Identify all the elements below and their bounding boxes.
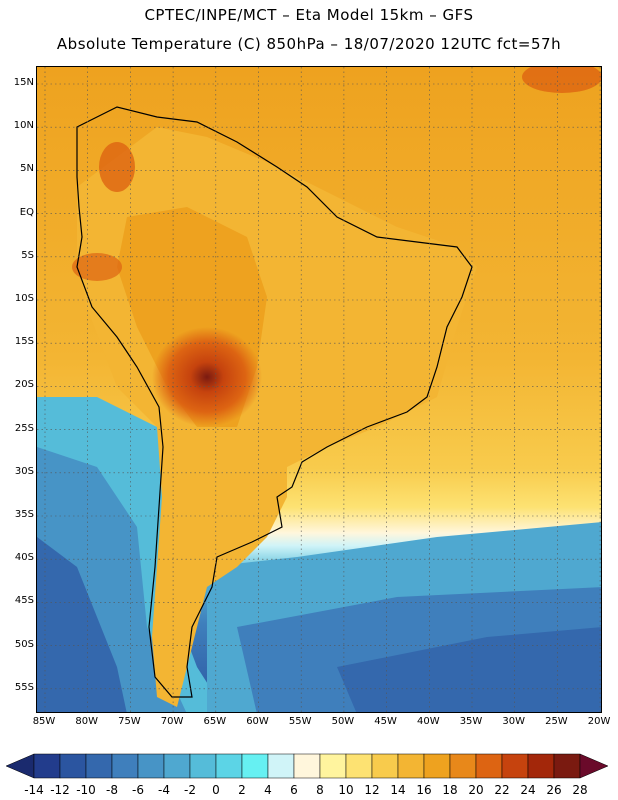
colorbar-label: 10 (338, 783, 354, 797)
colorbar-label: 8 (316, 783, 324, 797)
lat-label: EQ (19, 206, 34, 218)
lat-label: 35S (14, 509, 34, 520)
colorbar-swatch (449, 753, 477, 779)
colorbar-label: -10 (76, 783, 96, 797)
colorbar-swatch (345, 753, 373, 779)
colorbar-swatch (319, 753, 347, 779)
lat-label: 50S (14, 638, 34, 650)
map-subtitle: Absolute Temperature (C) 850hPa – 18/07/… (56, 35, 562, 53)
lat-label: 15S (14, 336, 34, 348)
northeast-hot-spot (522, 67, 601, 93)
colorbar-label: 26 (546, 783, 562, 797)
colorbar-label: 22 (494, 783, 510, 797)
colorbar-swatch (475, 753, 503, 779)
lat-label: 30S (14, 465, 34, 477)
colorbar-swatch (371, 753, 399, 779)
chaco-hot-spot (152, 327, 262, 427)
lon-label: 65W (203, 716, 227, 727)
colorbar (5, 752, 618, 780)
lon-label: 25W (545, 716, 568, 727)
colorbar-swatch (501, 753, 529, 779)
lat-label: 20S (14, 379, 34, 391)
colorbar-label: 0 (212, 783, 220, 797)
colorbar-swatch (553, 753, 581, 779)
lon-label: 55W (288, 716, 312, 727)
colorbar-label: -8 (106, 783, 118, 797)
peru-hot-spot (72, 253, 122, 281)
lat-label: 10N (13, 120, 34, 132)
lat-label: 5S (21, 249, 34, 261)
map-title: CPTEC/INPE/MCT – Eta Model 15km – GFS (144, 6, 474, 24)
colorbar-label: 24 (520, 783, 536, 797)
colorbar-swatch (59, 753, 87, 779)
colorbar-swatch (527, 753, 555, 779)
temperature-field (37, 67, 601, 712)
colorbar-label: 14 (390, 783, 406, 797)
lon-label: 20W (587, 716, 611, 727)
colorbar-label: -12 (50, 783, 70, 797)
lat-label: 10S (14, 293, 34, 304)
colorbar-swatch (215, 753, 243, 779)
colorbar-swatch (241, 753, 269, 779)
lon-label: 60W (246, 716, 269, 727)
lon-label: 45W (374, 716, 397, 727)
colorbar-label: 20 (468, 783, 484, 797)
colorbar-swatch (267, 753, 295, 779)
lon-label: 75W (118, 716, 141, 727)
colorbar-swatch (293, 753, 321, 779)
colombia-hot-spot (99, 142, 135, 192)
colorbar-swatch (111, 753, 139, 779)
colorbar-label: -2 (184, 783, 196, 797)
colorbar-swatch (85, 753, 113, 779)
lat-label: 55S (14, 681, 34, 693)
lon-label: 40W (416, 716, 440, 727)
colorbar-label: 18 (442, 783, 458, 797)
lat-label: 45S (14, 595, 34, 607)
colorbar-swatch (189, 753, 217, 779)
pacific-coldest-area (37, 537, 127, 712)
temperature-map (36, 66, 602, 713)
lat-label: 5N (20, 163, 34, 175)
colorbar-swatch (137, 753, 165, 779)
colorbar-label: 6 (290, 783, 298, 797)
lon-label: 35W (459, 716, 483, 727)
colorbar-label: 16 (416, 783, 432, 797)
colorbar-under-arrow (5, 753, 35, 779)
colorbar-label: 2 (238, 783, 246, 797)
colorbar-label: 12 (364, 783, 380, 797)
colorbar-label: 28 (572, 783, 588, 797)
lon-label: 70W (160, 716, 184, 727)
colorbar-swatch (397, 753, 425, 779)
colorbar-label: -4 (158, 783, 170, 797)
lon-label: 30W (502, 716, 525, 727)
colorbar-label: -6 (132, 783, 144, 797)
colorbar-label: 4 (264, 783, 272, 797)
lat-label: 40S (14, 552, 34, 564)
colorbar-swatch (423, 753, 451, 779)
lat-label: 25S (14, 422, 34, 434)
lon-label: 50W (331, 716, 355, 727)
colorbar-swatch (33, 753, 61, 779)
lon-label: 80W (75, 716, 98, 727)
colorbar-swatch (163, 753, 191, 779)
colorbar-swatches (5, 753, 609, 779)
lon-label: 85W (32, 716, 56, 727)
colorbar-over-arrow (579, 753, 609, 779)
lat-label: 15N (13, 77, 34, 88)
south-atlantic-coldest (337, 627, 601, 712)
colorbar-label: -14 (24, 783, 44, 797)
